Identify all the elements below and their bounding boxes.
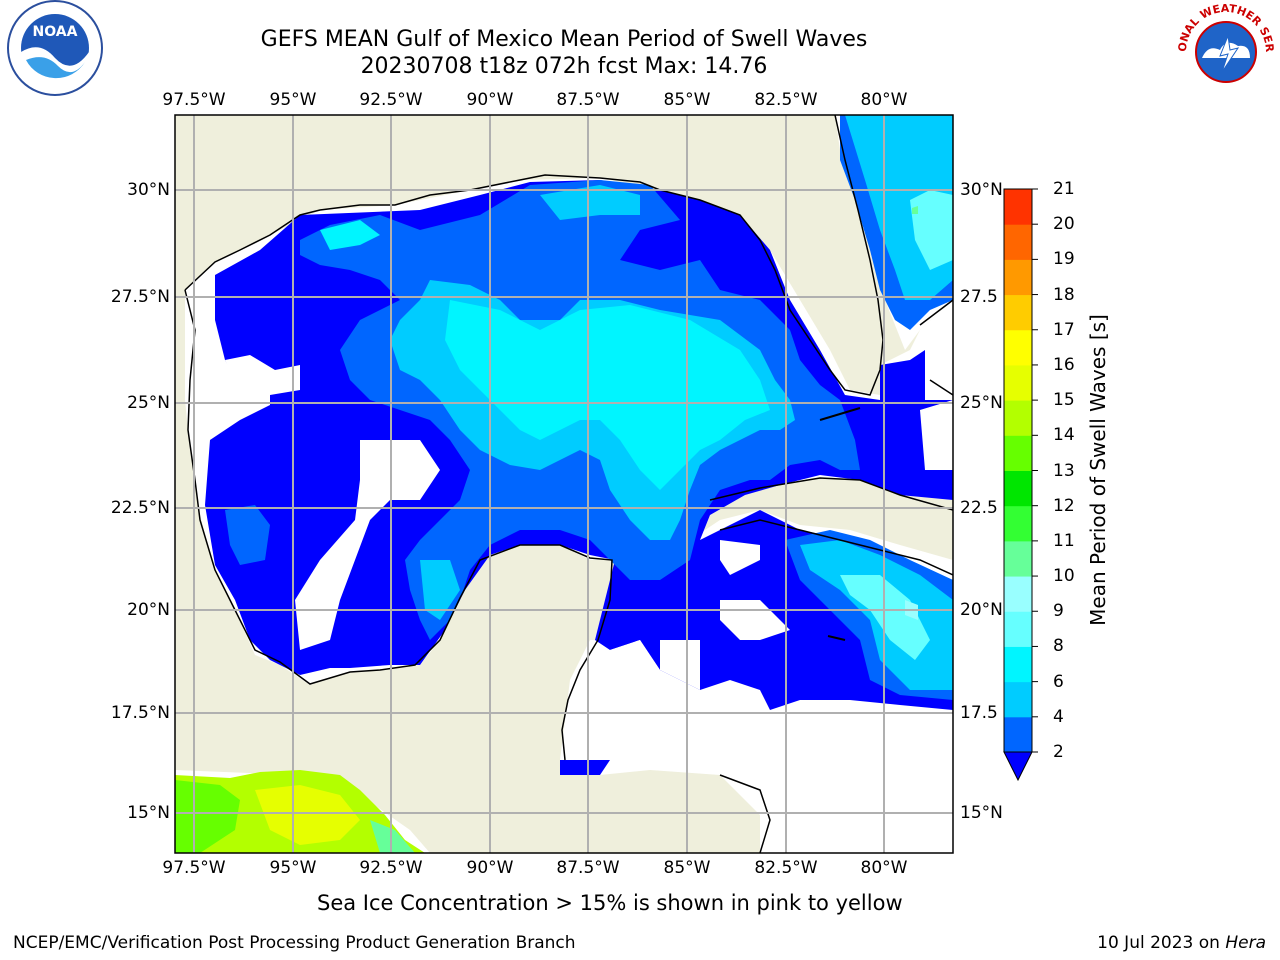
lat-tick-left: 17.5°N — [110, 703, 170, 723]
lon-tick-bottom: 82.5°W — [754, 858, 818, 878]
lon-tick-top: 85°W — [663, 90, 711, 110]
colorbar-segment — [1004, 435, 1032, 471]
chart-title: GEFS MEAN Gulf of Mexico Mean Period of … — [260, 27, 868, 52]
lat-tick-left: 27.5°N — [110, 287, 170, 307]
lat-tick-right: 22.5 — [960, 498, 998, 518]
colorbar-tick-label: 9 — [1053, 601, 1064, 622]
colorbar-segment — [1004, 364, 1032, 401]
lon-tick-bottom: 90°W — [466, 858, 514, 878]
map-frame — [174, 114, 954, 854]
footer-host: Hera — [1225, 933, 1266, 953]
colorbar-tick-label: 12 — [1053, 495, 1075, 516]
colorbar-segment — [1004, 329, 1032, 366]
colorbar-tick-label: 20 — [1053, 214, 1075, 235]
noaa-logo: NOAA — [7, 0, 103, 96]
lon-tick-bottom: 87.5°W — [556, 858, 620, 878]
nws-logo: NATIONAL WEATHER SERVICE — [1172, 0, 1276, 99]
lat-tick-right: 27.5 — [960, 287, 998, 307]
lat-tick-left: 30°N — [127, 180, 170, 200]
lon-tick-top: 90°W — [466, 90, 514, 110]
colorbar-segment — [1004, 470, 1032, 507]
lon-tick-top: 92.5°W — [359, 90, 423, 110]
lon-tick-top: 87.5°W — [556, 90, 620, 110]
coastline-mexico — [184, 289, 613, 761]
colorbar-segment — [1004, 611, 1032, 647]
lat-tick-left: 25°N — [127, 393, 170, 413]
lat-tick-left: 15°N — [127, 803, 170, 823]
lon-tick-bottom: 92.5°W — [359, 858, 423, 878]
colorbar-segment — [1004, 505, 1032, 542]
colorbar-segment — [1004, 646, 1032, 683]
footer-credit: NCEP/EMC/Verification Post Processing Pr… — [13, 933, 576, 953]
colorbar-segment — [1004, 259, 1032, 296]
lon-tick-bottom: 95°W — [269, 858, 317, 878]
colorbar-tick-label: 2 — [1053, 742, 1064, 762]
colorbar-segment — [1004, 294, 1032, 331]
colorbar-tick-label: 4 — [1053, 706, 1064, 727]
lon-tick-bottom: 97.5°W — [162, 858, 226, 878]
ice-note: Sea Ice Concentration > 15% is shown in … — [317, 891, 903, 915]
lon-tick-top: 82.5°W — [754, 90, 818, 110]
colorbar-tick-label: 13 — [1053, 460, 1075, 481]
lat-tick-right: 30°N — [960, 180, 1003, 200]
colorbar-tick-label: 15 — [1053, 390, 1075, 411]
lon-tick-bottom: 85°W — [663, 858, 711, 878]
colorbar-segment — [1004, 576, 1032, 612]
lat-tick-left: 20°N — [127, 600, 170, 620]
colorbar-tick-label: 10 — [1053, 566, 1075, 587]
colorbar-segment — [1004, 716, 1032, 753]
lat-tick-left: 22.5°N — [110, 498, 170, 518]
lat-tick-right: 20°N — [960, 600, 1003, 620]
colorbar-tick-label: 19 — [1053, 249, 1075, 270]
colorbar-tick-label: 11 — [1053, 530, 1075, 551]
colorbar-tick-label: 14 — [1053, 425, 1075, 446]
colorbar-tick-label: 21 — [1053, 179, 1075, 199]
lon-tick-bottom: 80°W — [860, 858, 908, 878]
lat-tick-right: 15°N — [960, 803, 1003, 823]
colorbar-segment — [1004, 681, 1032, 718]
lon-tick-top: 80°W — [860, 90, 908, 110]
footer-date-text: 10 Jul 2023 on — [1097, 933, 1226, 953]
footer-date: 10 Jul 2023 on Hera — [1097, 933, 1266, 953]
colorbar-tick-label: 16 — [1053, 354, 1075, 375]
gridlines — [175, 115, 953, 853]
lat-tick-right: 17.5 — [960, 703, 998, 723]
lon-tick-top: 95°W — [269, 90, 317, 110]
colorbar-segment — [1004, 224, 1032, 260]
colorbar-label: Mean Period of Swell Waves [s] — [1086, 314, 1110, 626]
lon-tick-top: 97.5°W — [162, 90, 226, 110]
colorbar-tick-label: 18 — [1053, 284, 1075, 305]
coastline-cuba — [709, 477, 953, 576]
colorbar-segment — [1004, 540, 1032, 577]
chart-subtitle: 20230708 t18z 072h fcst Max: 14.76 — [360, 54, 768, 79]
colorbar-tick-label: 17 — [1053, 319, 1075, 340]
colorbar-segment — [1004, 189, 1032, 225]
lat-tick-right: 25°N — [960, 393, 1003, 413]
svg-text:NOAA: NOAA — [33, 24, 78, 40]
colorbar-tick-label: 6 — [1053, 671, 1064, 692]
colorbar-segment — [1004, 400, 1032, 436]
colorbar-under-arrow — [1003, 751, 1033, 782]
colorbar-tick-label: 8 — [1053, 636, 1064, 657]
